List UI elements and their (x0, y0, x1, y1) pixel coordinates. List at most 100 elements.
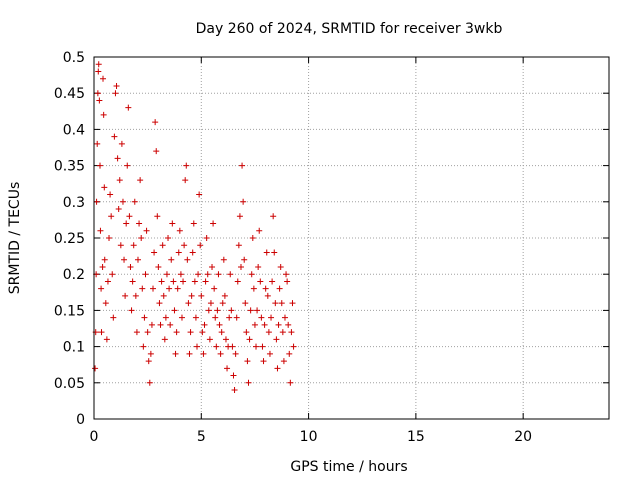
data-point (138, 235, 145, 241)
data-point (242, 300, 249, 307)
y-tick-labels: 0 0.05 0.1 0.15 0.2 0.25 0.3 0.35 0.4 0.45 0.5 (54, 50, 85, 428)
data-point (124, 162, 131, 169)
data-point (266, 350, 273, 357)
data-point (279, 329, 286, 336)
data-point (269, 278, 276, 285)
data-point (131, 198, 138, 205)
data-point (274, 365, 281, 372)
data-point (203, 235, 210, 241)
data-point (215, 271, 222, 278)
data-point (233, 314, 240, 321)
data-point (140, 343, 147, 350)
data-point (230, 372, 237, 379)
data-point (152, 119, 159, 126)
data-point (171, 307, 178, 314)
y-tick-label: 0.15 (54, 303, 85, 319)
data-point (212, 314, 219, 321)
data-point (95, 68, 102, 75)
data-point (194, 343, 200, 350)
data-point (177, 271, 184, 278)
y-tick-label: 0.45 (54, 86, 85, 102)
data-point (277, 263, 284, 270)
data-point (288, 329, 295, 336)
data-point (181, 242, 188, 249)
data-point (158, 278, 165, 285)
data-point (107, 191, 114, 198)
data-point (173, 329, 180, 336)
data-point (284, 278, 291, 285)
data-point (161, 336, 168, 343)
data-point (94, 140, 101, 147)
data-point (285, 321, 292, 328)
data-point (229, 343, 236, 350)
data-point (280, 358, 287, 365)
data-point (167, 321, 174, 328)
y-tick-label: 0.2 (63, 267, 85, 283)
data-point (150, 285, 157, 292)
data-point (264, 292, 271, 299)
data-point (257, 278, 264, 285)
plot-frame (93, 56, 610, 420)
data-point (145, 358, 152, 365)
data-point (256, 227, 263, 234)
y-axis-label: SRMTID / TECUs (7, 182, 23, 295)
data-point (101, 184, 108, 191)
data-point (241, 256, 248, 263)
data-point (113, 82, 120, 89)
data-point (108, 213, 115, 220)
data-point (115, 206, 122, 213)
data-point (106, 235, 113, 241)
data-point (117, 242, 124, 249)
data-point (192, 314, 199, 321)
data-point (232, 350, 239, 357)
data-point (260, 358, 267, 365)
data-point (210, 220, 217, 227)
chart-title: Day 260 of 2024, SRMTID for receiver 3wk… (196, 21, 503, 37)
data-point (130, 242, 137, 249)
data-point (259, 343, 266, 350)
data-point (97, 162, 104, 169)
data-point (263, 249, 270, 256)
data-point (216, 321, 223, 328)
data-point (121, 256, 128, 263)
data-point (102, 300, 109, 307)
data-point (246, 336, 253, 343)
data-point (174, 285, 181, 292)
data-point (195, 271, 202, 278)
data-point (224, 365, 231, 372)
data-point (198, 292, 205, 299)
data-point (163, 271, 170, 278)
data-point (154, 213, 161, 220)
axis-ticks (93, 56, 609, 420)
data-point (200, 350, 207, 357)
data-point (231, 387, 238, 394)
data-point (289, 300, 296, 307)
data-points (92, 61, 297, 394)
data-point (202, 278, 209, 285)
data-point (100, 111, 107, 118)
data-point (176, 227, 183, 234)
data-point (206, 336, 213, 343)
data-point (159, 242, 166, 249)
data-point (220, 256, 227, 263)
x-axis-label: GPS time / hours (290, 459, 407, 475)
data-point (151, 249, 158, 256)
data-point (116, 177, 123, 184)
data-point (268, 314, 275, 321)
data-point (262, 285, 269, 292)
data-point (160, 292, 167, 299)
y-tick-label: 0.1 (63, 340, 85, 356)
data-point (207, 300, 214, 307)
data-point (250, 285, 257, 292)
data-point (248, 271, 255, 278)
data-point (126, 213, 133, 220)
data-point (110, 314, 117, 321)
data-point (197, 242, 204, 249)
data-point (283, 271, 290, 278)
data-point (96, 97, 103, 104)
data-point (251, 321, 258, 328)
data-point (125, 104, 132, 111)
data-point (236, 213, 243, 220)
data-point (122, 292, 129, 299)
data-point (278, 300, 285, 307)
